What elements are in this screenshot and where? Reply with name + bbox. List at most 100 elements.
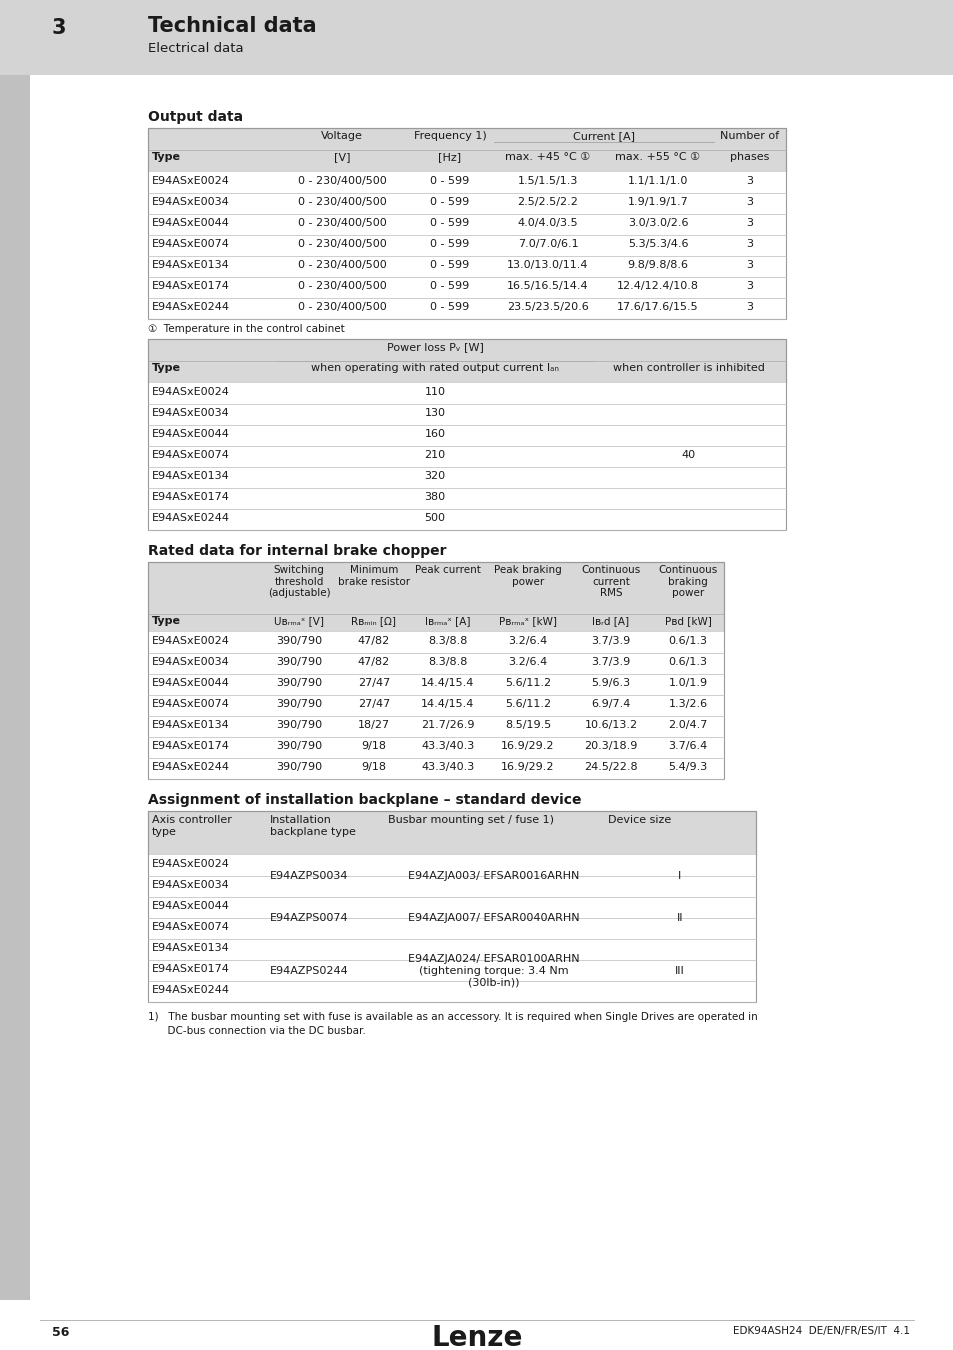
Text: E94ASxE0244: E94ASxE0244 [152, 986, 230, 995]
Text: 12.4/12.4/10.8: 12.4/12.4/10.8 [617, 281, 699, 292]
Text: 1.1/1.1/1.0: 1.1/1.1/1.0 [627, 176, 687, 186]
Text: 27/47: 27/47 [357, 678, 390, 688]
Text: 160: 160 [424, 429, 445, 439]
Bar [148, 509, 785, 531]
Text: 1.0/1.9: 1.0/1.9 [668, 678, 707, 688]
Text: E94ASxE0034: E94ASxE0034 [152, 657, 230, 667]
Text: 320: 320 [424, 471, 445, 481]
Text: 27/47: 27/47 [357, 699, 390, 709]
Text: 390/790: 390/790 [275, 720, 322, 730]
Text: Continuous
braking
power: Continuous braking power [658, 566, 717, 598]
Text: 390/790: 390/790 [275, 699, 322, 709]
Text: Assignment of installation backplane – standard device: Assignment of installation backplane – s… [148, 792, 581, 807]
Text: 0 - 599: 0 - 599 [430, 197, 469, 207]
Text: 3.7/3.9: 3.7/3.9 [591, 657, 630, 667]
Text: 390/790: 390/790 [275, 657, 322, 667]
Text: 3: 3 [745, 281, 753, 292]
Text: 500: 500 [424, 513, 445, 522]
Text: 210: 210 [424, 450, 445, 460]
Text: 18/27: 18/27 [357, 720, 390, 730]
Text: 8.5/19.5: 8.5/19.5 [504, 720, 551, 730]
Bar [148, 876, 755, 896]
Bar [148, 404, 785, 425]
Text: E94ASxE0044: E94ASxE0044 [152, 429, 230, 439]
Bar [148, 811, 755, 1002]
Text: Installation
backplane type: Installation backplane type [270, 815, 355, 837]
Text: 3.7/6.4: 3.7/6.4 [668, 741, 707, 751]
Text: 10.6/13.2: 10.6/13.2 [584, 720, 637, 730]
Text: Device size: Device size [607, 815, 671, 825]
Bar [148, 695, 723, 716]
Bar [148, 298, 785, 319]
Text: Frequency 1): Frequency 1) [414, 131, 486, 140]
Text: 9/18: 9/18 [361, 761, 386, 772]
Bar [148, 940, 755, 960]
Text: Axis controller
type: Axis controller type [152, 815, 232, 837]
Text: E94ASxE0024: E94ASxE0024 [152, 636, 230, 647]
Text: 5.9/6.3: 5.9/6.3 [591, 678, 630, 688]
Text: Type: Type [152, 616, 181, 626]
Text: when operating with rated output current Iₐₙ: when operating with rated output current… [311, 363, 558, 373]
Text: phases: phases [730, 153, 769, 162]
Text: 3.0/3.0/2.6: 3.0/3.0/2.6 [627, 217, 687, 228]
Text: E94ASxE0074: E94ASxE0074 [152, 699, 230, 709]
Text: 3: 3 [745, 261, 753, 270]
Text: 13.0/13.0/11.4: 13.0/13.0/11.4 [507, 261, 588, 270]
Text: 20.3/18.9: 20.3/18.9 [583, 741, 637, 751]
Bar [148, 632, 723, 653]
Text: Type: Type [152, 153, 181, 162]
Text: 0 - 230/400/500: 0 - 230/400/500 [297, 197, 386, 207]
Bar [148, 674, 723, 695]
Bar [148, 918, 755, 940]
Text: Current [A]: Current [A] [573, 131, 635, 140]
Text: 6.9/7.4: 6.9/7.4 [591, 699, 630, 709]
Text: E94ASxE0024: E94ASxE0024 [152, 176, 230, 186]
Text: 16.9/29.2: 16.9/29.2 [500, 741, 554, 751]
Text: 390/790: 390/790 [275, 678, 322, 688]
Text: 5.4/9.3: 5.4/9.3 [668, 761, 707, 772]
Text: E94ASxE0134: E94ASxE0134 [152, 261, 230, 270]
Text: E94ASxE0244: E94ASxE0244 [152, 761, 230, 772]
Text: E94ASxE0134: E94ASxE0134 [152, 720, 230, 730]
Bar [148, 383, 785, 404]
Text: E94ASxE0244: E94ASxE0244 [152, 513, 230, 522]
Text: 9/18: 9/18 [361, 741, 386, 751]
Bar [148, 235, 785, 256]
Text: 0 - 230/400/500: 0 - 230/400/500 [297, 302, 386, 312]
Text: Pʙᵣₘₐˣ [kW]: Pʙᵣₘₐˣ [kW] [498, 616, 557, 626]
Text: Uʙᵣₘₐˣ [V]: Uʙᵣₘₐˣ [V] [274, 616, 324, 626]
Bar [148, 981, 755, 1002]
Text: E94ASxE0074: E94ASxE0074 [152, 922, 230, 931]
Text: 5.6/11.2: 5.6/11.2 [504, 678, 551, 688]
Text: 43.3/40.3: 43.3/40.3 [421, 761, 475, 772]
Bar [148, 737, 723, 757]
Text: 0 - 599: 0 - 599 [430, 281, 469, 292]
Text: E94AZPS0074: E94AZPS0074 [270, 913, 348, 923]
Text: 0 - 599: 0 - 599 [430, 176, 469, 186]
Text: 2.0/4.7: 2.0/4.7 [668, 720, 707, 730]
Text: 0 - 230/400/500: 0 - 230/400/500 [297, 261, 386, 270]
Text: E94ASxE0074: E94ASxE0074 [152, 450, 230, 460]
Bar [148, 562, 723, 779]
Text: E94ASxE0134: E94ASxE0134 [152, 944, 230, 953]
Bar [148, 128, 785, 171]
Text: E94AZPS0034: E94AZPS0034 [270, 871, 348, 882]
Text: III: III [675, 965, 684, 976]
Text: 390/790: 390/790 [275, 761, 322, 772]
Text: 14.4/15.4: 14.4/15.4 [421, 699, 475, 709]
Text: 3.2/6.4: 3.2/6.4 [508, 636, 547, 647]
Text: Power loss Pᵥ [W]: Power loss Pᵥ [W] [386, 342, 483, 352]
Text: E94ASxE0174: E94ASxE0174 [152, 281, 230, 292]
Text: Rʙₘᵢₙ [Ω]: Rʙₘᵢₙ [Ω] [351, 616, 396, 626]
Text: 47/82: 47/82 [357, 636, 390, 647]
Text: 1.5/1.5/1.3: 1.5/1.5/1.3 [517, 176, 578, 186]
Text: Iʙᵣd [A]: Iʙᵣd [A] [592, 616, 629, 626]
Text: Iʙᵣₘₐˣ [A]: Iʙᵣₘₐˣ [A] [425, 616, 470, 626]
Text: 23.5/23.5/20.6: 23.5/23.5/20.6 [507, 302, 588, 312]
Text: EDK94ASH24  DE/EN/FR/ES/IT  4.1: EDK94ASH24 DE/EN/FR/ES/IT 4.1 [732, 1326, 909, 1336]
Text: [Hz]: [Hz] [438, 153, 461, 162]
Text: 43.3/40.3: 43.3/40.3 [421, 741, 475, 751]
Bar [148, 256, 785, 277]
Text: E94AZJA007/ EFSAR0040ARHN: E94AZJA007/ EFSAR0040ARHN [408, 913, 579, 923]
Bar [148, 446, 785, 467]
